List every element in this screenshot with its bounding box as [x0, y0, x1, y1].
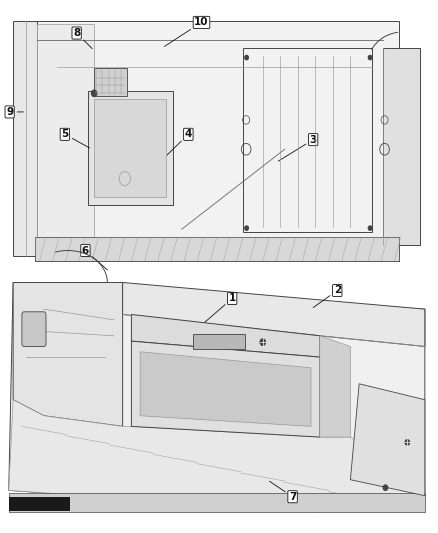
- Text: 9: 9: [6, 107, 24, 117]
- Bar: [9, 497, 70, 511]
- Polygon shape: [131, 341, 320, 437]
- Polygon shape: [9, 282, 425, 512]
- Bar: [383, 48, 420, 245]
- Text: 5: 5: [61, 130, 89, 148]
- Polygon shape: [320, 336, 350, 437]
- FancyBboxPatch shape: [193, 334, 245, 349]
- Text: 6: 6: [82, 246, 107, 270]
- Text: 1: 1: [204, 294, 236, 324]
- Bar: [13, 21, 37, 256]
- Circle shape: [260, 339, 265, 345]
- Polygon shape: [131, 314, 320, 357]
- FancyBboxPatch shape: [22, 312, 46, 346]
- Text: 7: 7: [269, 481, 296, 502]
- Circle shape: [368, 226, 372, 230]
- Bar: [37, 24, 94, 237]
- Bar: [88, 91, 173, 205]
- Polygon shape: [123, 282, 425, 346]
- Circle shape: [92, 90, 97, 96]
- Text: 8: 8: [73, 28, 92, 49]
- Bar: [243, 48, 372, 232]
- Bar: [35, 237, 399, 261]
- Circle shape: [245, 55, 248, 60]
- Circle shape: [245, 226, 248, 230]
- Circle shape: [405, 440, 410, 445]
- Bar: [94, 68, 127, 96]
- Circle shape: [368, 55, 372, 60]
- Polygon shape: [9, 400, 425, 512]
- Bar: [35, 21, 399, 261]
- Circle shape: [383, 485, 388, 490]
- Text: 2: 2: [313, 286, 341, 308]
- Polygon shape: [13, 282, 123, 426]
- Text: 3: 3: [278, 135, 317, 161]
- Text: 10: 10: [164, 18, 209, 46]
- Bar: [94, 99, 166, 197]
- Polygon shape: [140, 352, 311, 426]
- Text: 4: 4: [164, 130, 192, 158]
- Polygon shape: [350, 384, 425, 496]
- Bar: [9, 493, 425, 512]
